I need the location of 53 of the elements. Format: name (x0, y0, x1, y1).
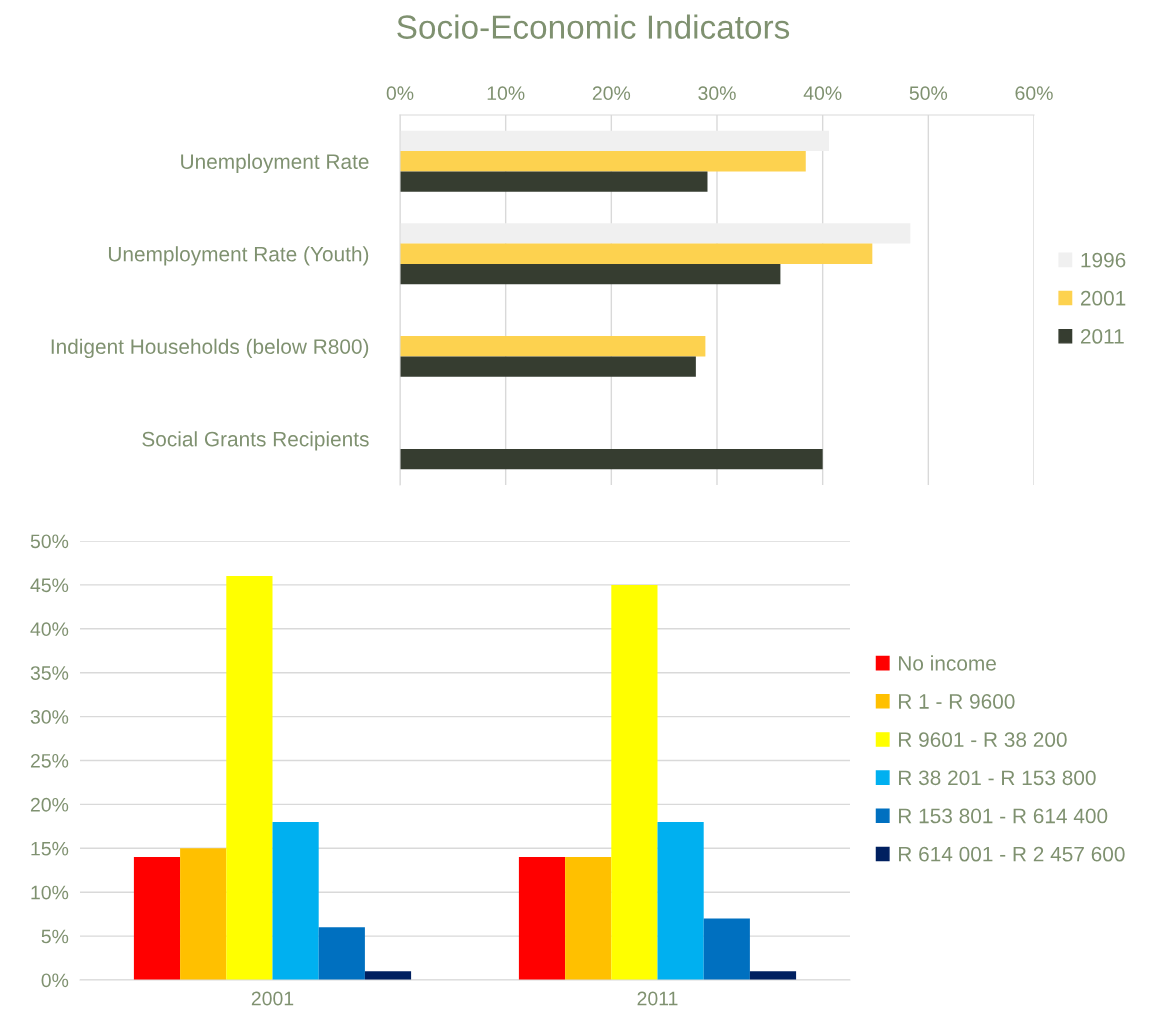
x-tick-label: 20% (592, 86, 631, 101)
x-tick-label: 50% (909, 86, 948, 101)
bar (400, 356, 696, 377)
y-tick-label: Social Grants Recipients (142, 431, 369, 451)
y-tick-label: 20% (30, 797, 69, 812)
bar (364, 971, 412, 980)
bar (318, 927, 365, 980)
legend-label: 1996 (1081, 252, 1126, 268)
y-tick-label: 10% (31, 885, 69, 900)
bar (400, 336, 706, 357)
legend-label: No income (898, 655, 996, 671)
y-tick-label: Unemployment Rate (181, 153, 369, 174)
y-tick-label: 0% (41, 973, 69, 988)
y-tick-label: 30% (30, 710, 69, 724)
y-tick-label: 25% (30, 753, 69, 768)
legend-label: R 38 201 - R 153 800 (898, 770, 1096, 786)
bar (180, 848, 227, 980)
bar (611, 584, 658, 980)
x-tick-label: 10% (487, 86, 525, 101)
bar (657, 821, 704, 980)
bar (400, 171, 708, 192)
bar (703, 918, 750, 980)
bar (518, 857, 566, 980)
y-tick-label: 45% (30, 578, 69, 593)
bar (133, 857, 181, 980)
legend-label: R 1 - R 9600 (898, 694, 1015, 709)
legend-label: 2001 (1080, 290, 1126, 306)
legend-label: R 614 001 - R 2 457 600 (898, 846, 1125, 862)
bar (400, 130, 830, 152)
bar (272, 821, 319, 980)
x-tick-label: 30% (698, 86, 736, 101)
y-tick-label: 50% (30, 534, 69, 549)
bar (400, 243, 873, 264)
legend-label: R 9601 - R 38 200 (898, 732, 1067, 748)
legend-label: 2011 (1080, 329, 1124, 344)
y-tick-label: Unemployment Rate (Youth) (108, 246, 369, 266)
y-tick-label: 35% (30, 666, 69, 680)
legend-label: R 153 801 - R 614 400 (898, 808, 1108, 824)
bar (400, 223, 911, 244)
y-tick-label: 5% (41, 929, 69, 944)
bar (226, 576, 273, 980)
bar (400, 263, 781, 285)
x-tick-label: 0% (386, 86, 414, 101)
y-tick-label: Indigent Households (below R800) (51, 338, 369, 359)
y-tick-label: 40% (30, 622, 69, 637)
y-tick-label: 15% (31, 841, 69, 856)
chart-title: Socio-Economic Indicators (397, 14, 790, 39)
bar (749, 971, 797, 980)
x-tick-label: 60% (1015, 86, 1053, 101)
bar (400, 151, 806, 172)
x-tick-label: 40% (803, 86, 842, 101)
bar (400, 448, 823, 470)
bar (565, 857, 612, 980)
